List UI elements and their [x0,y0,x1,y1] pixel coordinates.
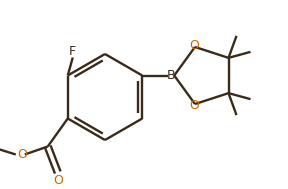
Text: O: O [53,174,63,187]
Text: B: B [167,69,176,82]
Text: O: O [189,40,199,53]
Text: F: F [69,45,76,58]
Text: O: O [17,148,27,161]
Text: O: O [189,98,199,112]
